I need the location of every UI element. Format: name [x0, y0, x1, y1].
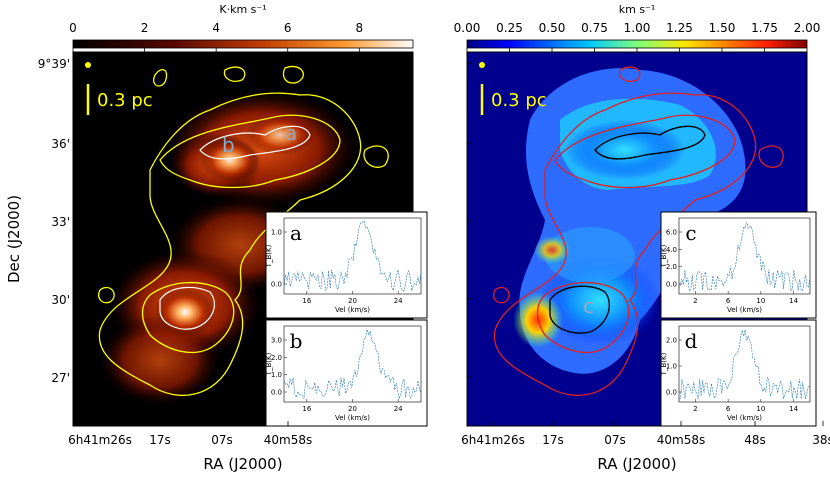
inset-xtick: 6 — [726, 297, 731, 305]
colorbar-tick: 1.00 — [624, 21, 651, 35]
inset-xtick: 24 — [394, 297, 403, 305]
region-label-a: a — [285, 121, 297, 145]
inset-ytick: 0.0 — [666, 389, 677, 397]
colorbar-tick: 4 — [212, 21, 220, 35]
beam-marker-right — [479, 62, 485, 68]
colorbar-tick: 1.75 — [751, 21, 778, 35]
inset-ytick: 1.0 — [666, 363, 677, 371]
inset-ylabel: T_B(K) — [660, 244, 668, 268]
region-label-b: b — [222, 133, 235, 157]
ra-tick: 38s — [812, 433, 830, 447]
colorbar-tick: 1.25 — [666, 21, 693, 35]
inset-ytick: 2.0 — [666, 263, 677, 271]
ra-tick: 07s — [604, 433, 626, 447]
colorbar-tick: 0.50 — [539, 21, 566, 35]
inset-ytick: 0.0 — [271, 389, 282, 397]
inset-ytick: 0.0 — [271, 281, 282, 289]
x-axis-label-left: RA (J2000) — [203, 455, 282, 473]
inset-xtick: 16 — [302, 405, 311, 413]
inset-ytick: 0.0 — [666, 281, 677, 289]
inset-label-d: d — [685, 329, 698, 353]
inset-ylabel: T_B(K) — [660, 352, 668, 376]
colorbar-tick: 2 — [141, 21, 149, 35]
spectrum-inset-d: d 2.0 1.0 0.0 T_B(K) 2 6 10 14 Vel (km/s) — [660, 319, 817, 427]
scalebar-right: 0.3 pc — [480, 84, 547, 115]
ra-tick: 17s — [542, 433, 564, 447]
region-label-c: c — [583, 294, 594, 318]
scalebar-right-label: 0.3 pc — [491, 90, 547, 111]
ra-tick: 6h41m26s — [68, 433, 132, 447]
colorbar-tick: 2.00 — [794, 21, 821, 35]
ra-tick: 48s — [744, 433, 766, 447]
inset-ytick: 4.0 — [666, 246, 677, 254]
inset-ylabel: T_B(K) — [265, 352, 273, 376]
dec-tick: 30' — [51, 293, 70, 307]
inset-ytick: 1.0 — [271, 371, 282, 379]
inset-xlabel: Vel (km/s) — [727, 414, 762, 422]
inset-xtick: 20 — [348, 405, 357, 413]
dec-tick: 9°39' — [38, 57, 70, 71]
spectrum-inset-c: c 6.0 4.0 2.0 0.0 T_B(K) 2 6 10 14 Vel (km/s) — [660, 211, 817, 319]
inset-label-a: a — [290, 221, 302, 245]
inset-xtick: 24 — [394, 405, 403, 413]
ra-tick: 40m58s — [657, 433, 705, 447]
inset-xtick: 10 — [756, 297, 765, 305]
inset-xtick: 14 — [789, 297, 798, 305]
inset-label-b: b — [290, 329, 303, 353]
colorbar-tick: 0.00 — [454, 21, 481, 35]
scalebar-left-label: 0.3 pc — [97, 90, 153, 111]
colorbar-tick: 0.75 — [581, 21, 608, 35]
inset-xtick: 10 — [756, 405, 765, 413]
beam-marker-left — [85, 62, 91, 68]
colorbar-tick: 0.25 — [496, 21, 523, 35]
inset-xtick: 16 — [302, 297, 311, 305]
inset-ytick: 6.0 — [666, 229, 677, 237]
inset-ylabel: T_B(K) — [265, 244, 273, 268]
scalebar-left: 0.3 pc — [86, 84, 153, 115]
inset-label-c: c — [685, 221, 696, 245]
y-axis-label: Dec (J2000) — [5, 195, 23, 283]
colorbar-right-label: km s⁻¹ — [619, 3, 656, 16]
inset-xtick: 14 — [789, 405, 798, 413]
inset-ytick: 2.0 — [271, 354, 282, 362]
ra-tick: 07s — [211, 433, 233, 447]
ra-tick: 40m58s — [264, 433, 312, 447]
inset-xlabel: Vel (km/s) — [727, 306, 762, 314]
colorbar-left: 0 2 4 6 8 K·km s⁻¹ — [69, 3, 414, 52]
colorbar-left-label: K·km s⁻¹ — [219, 3, 266, 16]
inset-xtick: 6 — [726, 405, 731, 413]
dec-tick: 36' — [51, 137, 70, 151]
inset-xlabel: Vel (km/s) — [335, 414, 370, 422]
inset-ytick: 3.0 — [271, 337, 282, 345]
colorbar-tick: 0 — [69, 21, 77, 35]
colorbar-right: 0.00 0.25 0.50 0.75 1.00 1.25 1.50 1.75 2.00 km … — [454, 3, 821, 52]
inset-ytick: 2.0 — [666, 337, 677, 345]
inset-xlabel: Vel (km/s) — [335, 306, 370, 314]
inset-ytick: 1.0 — [271, 229, 282, 237]
ra-tick: 17s — [149, 433, 171, 447]
spectrum-inset-b: b 3.0 2.0 1.0 0.0 T_B(K) 16 20 24 Vel (km/s) — [265, 319, 428, 427]
ra-tick: 6h41m26s — [461, 433, 525, 447]
inset-xtick: 2 — [693, 405, 697, 413]
colorbar-tick: 8 — [355, 21, 363, 35]
x-axis-label-right: RA (J2000) — [597, 455, 676, 473]
inset-xtick: 20 — [348, 297, 357, 305]
colorbar-tick: 6 — [284, 21, 292, 35]
dec-tick: 27' — [51, 371, 70, 385]
colorbar-tick: 1.50 — [709, 21, 736, 35]
inset-xtick: 2 — [693, 297, 697, 305]
dec-tick: 33' — [51, 215, 70, 229]
spectrum-inset-a: a 1.0 0.0 T_B(K) 16 20 24 Vel (km/s) — [265, 211, 428, 319]
